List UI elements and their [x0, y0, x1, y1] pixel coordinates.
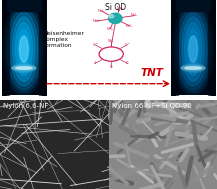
Ellipse shape	[189, 36, 197, 62]
Text: NH$_2$: NH$_2$	[97, 7, 105, 15]
Text: Meisenheimer
Complex
Formation: Meisenheimer Complex Formation	[43, 31, 84, 48]
Ellipse shape	[15, 23, 33, 76]
Ellipse shape	[184, 23, 202, 76]
Text: TNT: TNT	[140, 67, 163, 77]
Text: O: O	[110, 65, 112, 69]
Ellipse shape	[7, 9, 41, 90]
Text: O$^-$: O$^-$	[92, 41, 98, 48]
Bar	[7, 0, 41, 11]
Text: NH$_2$: NH$_2$	[106, 25, 114, 33]
Text: NH$_2$: NH$_2$	[125, 22, 134, 30]
Ellipse shape	[187, 29, 199, 69]
Ellipse shape	[185, 67, 201, 69]
Ellipse shape	[18, 29, 30, 69]
Ellipse shape	[12, 66, 36, 70]
Ellipse shape	[10, 12, 38, 86]
Text: NH$_2$: NH$_2$	[130, 12, 139, 19]
Ellipse shape	[13, 17, 35, 81]
Text: NH$_2$: NH$_2$	[107, 37, 115, 45]
Ellipse shape	[20, 36, 28, 62]
Text: NH$_2$: NH$_2$	[116, 4, 125, 12]
Ellipse shape	[179, 12, 207, 86]
Ellipse shape	[174, 6, 212, 93]
Bar	[176, 0, 210, 11]
Text: Nylon 6,6-NF: Nylon 6,6-NF	[3, 103, 49, 109]
Ellipse shape	[176, 9, 210, 90]
Text: O: O	[126, 61, 129, 65]
Text: Si QD: Si QD	[105, 3, 126, 12]
Text: O$^-$: O$^-$	[124, 41, 131, 48]
Ellipse shape	[12, 65, 36, 71]
Ellipse shape	[181, 63, 205, 73]
Ellipse shape	[5, 6, 43, 93]
Ellipse shape	[181, 66, 205, 70]
Ellipse shape	[3, 3, 45, 95]
Ellipse shape	[181, 65, 205, 71]
Text: NH$_2$: NH$_2$	[92, 17, 100, 25]
Ellipse shape	[108, 13, 122, 23]
Ellipse shape	[172, 3, 214, 95]
Ellipse shape	[108, 15, 114, 18]
Ellipse shape	[12, 63, 36, 73]
Text: Nylon 66-NF+Si QD-90: Nylon 66-NF+Si QD-90	[112, 103, 192, 109]
Text: S: S	[94, 61, 96, 65]
Ellipse shape	[16, 67, 32, 69]
Ellipse shape	[182, 17, 204, 81]
